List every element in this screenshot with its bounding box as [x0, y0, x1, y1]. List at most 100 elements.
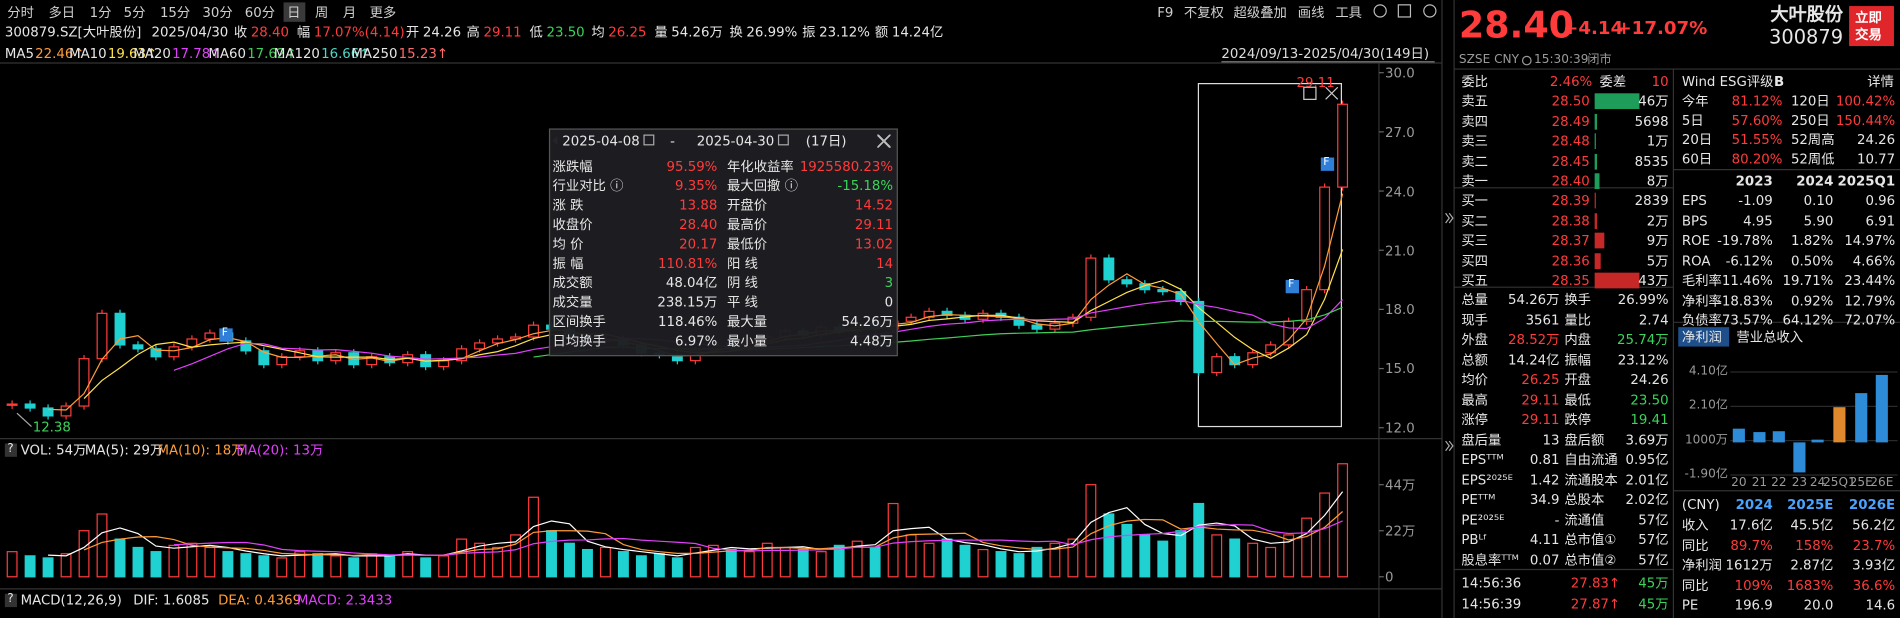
candle	[941, 310, 953, 316]
tool-button[interactable]: 超级叠加	[1233, 4, 1287, 21]
period-tab[interactable]: 多日	[48, 4, 76, 21]
start-date[interactable]: 2025-04-08	[562, 133, 640, 150]
fin-value: 4.66%	[1852, 252, 1896, 269]
tool-button[interactable]: F9	[1157, 4, 1174, 21]
period-tab[interactable]: 5分	[123, 4, 146, 21]
volume-bar	[851, 540, 863, 578]
book-bar	[1594, 252, 1601, 269]
detail-link[interactable]: 详情	[1867, 73, 1894, 90]
period-tab[interactable]: 分时	[7, 4, 34, 21]
fin-label: EPS	[1681, 192, 1707, 209]
stat-value: 20.17	[679, 236, 718, 253]
ma-name: MA120	[273, 46, 320, 62]
active-period[interactable]	[283, 2, 306, 22]
day-count: (17日)	[805, 133, 847, 150]
candle	[114, 312, 126, 346]
period-tab[interactable]: 60分	[244, 4, 276, 21]
collapse-icon[interactable]	[1445, 440, 1450, 452]
period-tab[interactable]: 1分	[89, 4, 112, 21]
stat-label: 开盘价	[727, 197, 768, 214]
help-button[interactable]	[4, 593, 17, 608]
period-tab[interactable]: 周	[315, 4, 329, 21]
help-button[interactable]	[4, 443, 17, 457]
tool-button[interactable]: 工具	[1335, 4, 1362, 21]
candle	[492, 338, 504, 344]
event-marker[interactable]	[1285, 279, 1299, 294]
fin-value: -19.78%	[1717, 232, 1773, 249]
date-range[interactable]: 2024/09/13-2025/04/30(149日)	[1221, 46, 1430, 62]
volume-bar	[438, 555, 450, 578]
book-price: 28.49	[1551, 113, 1590, 130]
candle	[42, 407, 54, 417]
return-label: 250日	[1790, 112, 1830, 129]
tool-button[interactable]: 不复权	[1183, 4, 1224, 21]
tool-button[interactable]: 画线	[1297, 4, 1325, 21]
ma-value: 22.46↑	[35, 46, 85, 62]
selection-box[interactable]	[1197, 83, 1342, 428]
collapse-icon[interactable]	[1445, 212, 1450, 224]
collapse-icon[interactable]	[1448, 212, 1454, 224]
stat-label: 收盘价	[552, 216, 593, 233]
stat-label: 最低	[1564, 391, 1592, 408]
calendar-icon[interactable]	[777, 134, 789, 146]
help-icon[interactable]	[1423, 4, 1437, 18]
event-marker[interactable]	[219, 328, 233, 342]
book-volume: 5万	[1646, 252, 1669, 269]
candle	[1157, 289, 1169, 293]
window-icon[interactable]	[1397, 4, 1412, 18]
period-tab[interactable]: 日	[287, 4, 301, 21]
book-price: 28.40	[1551, 173, 1590, 190]
stat-label: 日均换手	[552, 333, 606, 349]
period-tab[interactable]: 15分	[159, 4, 191, 21]
stat-value: 13	[1542, 431, 1560, 448]
macd-legend: DIF: 1.6085	[133, 592, 210, 609]
stat-label: EPS²⁰²⁵ᴱ	[1461, 471, 1513, 488]
stat-label: 换手	[1564, 292, 1592, 308]
volume-bar	[635, 555, 647, 578]
stat-value: 4.11	[1529, 531, 1560, 548]
fin-value: 3.93亿	[1852, 557, 1896, 574]
esg-label: Wind ESG评级	[1681, 73, 1774, 90]
y-tick-label: 1000万	[1684, 433, 1728, 447]
bar	[1855, 393, 1868, 443]
event-marker[interactable]	[1320, 157, 1335, 171]
stat-label: 涨 跌	[552, 197, 584, 214]
book-bar	[1594, 212, 1598, 229]
volume-bar	[240, 553, 252, 578]
collapse-icon[interactable]	[1448, 440, 1454, 452]
period-tab[interactable]: 月	[342, 4, 357, 21]
trade-button-text: 交易	[1855, 26, 1882, 43]
volume-bar	[132, 546, 144, 578]
period-tab[interactable]: 30分	[202, 4, 233, 21]
fin-value: 14.6	[1865, 597, 1896, 614]
stat-value: 14.24亿	[1508, 352, 1560, 368]
fin-value: 12.79%	[1844, 292, 1896, 309]
y-tick-label: 24.0	[1385, 183, 1415, 200]
ma-name: MA5	[4, 46, 34, 62]
esg-rating: B	[1773, 73, 1785, 90]
fin-value: 2.87亿	[1790, 557, 1834, 574]
volume-bar	[366, 553, 378, 578]
price-change: +4.14	[1563, 16, 1624, 39]
volume-legend: MA(5): 29万	[84, 442, 164, 459]
ma-value: 17.78↑	[172, 46, 222, 62]
fin-label: PE	[1681, 597, 1699, 614]
stat-label: 涨停	[1461, 411, 1489, 428]
settings-icon[interactable]	[1373, 4, 1387, 18]
stat-value: 118.46%	[658, 313, 718, 330]
candle	[150, 348, 162, 358]
candle	[474, 342, 486, 350]
end-date[interactable]: 2025-04-30	[696, 133, 775, 150]
trade-button[interactable]	[1849, 6, 1894, 47]
stat-label: 振幅	[1564, 352, 1592, 368]
close-button[interactable]	[877, 134, 891, 148]
tab[interactable]: 净利润	[1681, 329, 1722, 346]
active-tab[interactable]	[1678, 327, 1730, 347]
fin-label: 收入	[1681, 517, 1709, 534]
tab[interactable]: 营业总收入	[1736, 329, 1804, 346]
book-price: 28.36	[1551, 252, 1590, 269]
fin-header: 2025Q1	[1837, 173, 1896, 190]
calendar-icon[interactable]	[643, 134, 655, 146]
field-value: 23.50	[546, 24, 585, 40]
period-tab[interactable]: 更多	[369, 4, 397, 21]
